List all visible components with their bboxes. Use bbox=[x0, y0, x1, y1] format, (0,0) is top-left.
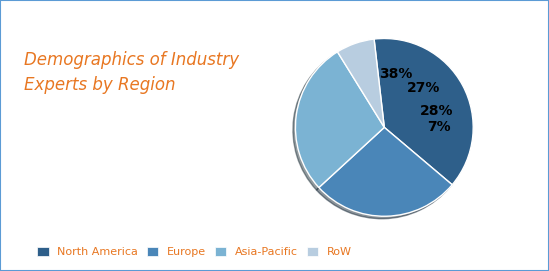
Legend: North America, Europe, Asia-Pacific, RoW: North America, Europe, Asia-Pacific, RoW bbox=[33, 242, 356, 262]
Text: 28%: 28% bbox=[420, 104, 453, 118]
Text: Demographics of Industry
Experts by Region: Demographics of Industry Experts by Regi… bbox=[24, 51, 239, 95]
Text: 27%: 27% bbox=[406, 81, 440, 95]
Wedge shape bbox=[338, 39, 384, 127]
Wedge shape bbox=[295, 52, 384, 188]
Wedge shape bbox=[319, 127, 452, 216]
Text: 7%: 7% bbox=[428, 120, 451, 134]
Wedge shape bbox=[374, 38, 473, 185]
Text: 38%: 38% bbox=[379, 67, 413, 80]
